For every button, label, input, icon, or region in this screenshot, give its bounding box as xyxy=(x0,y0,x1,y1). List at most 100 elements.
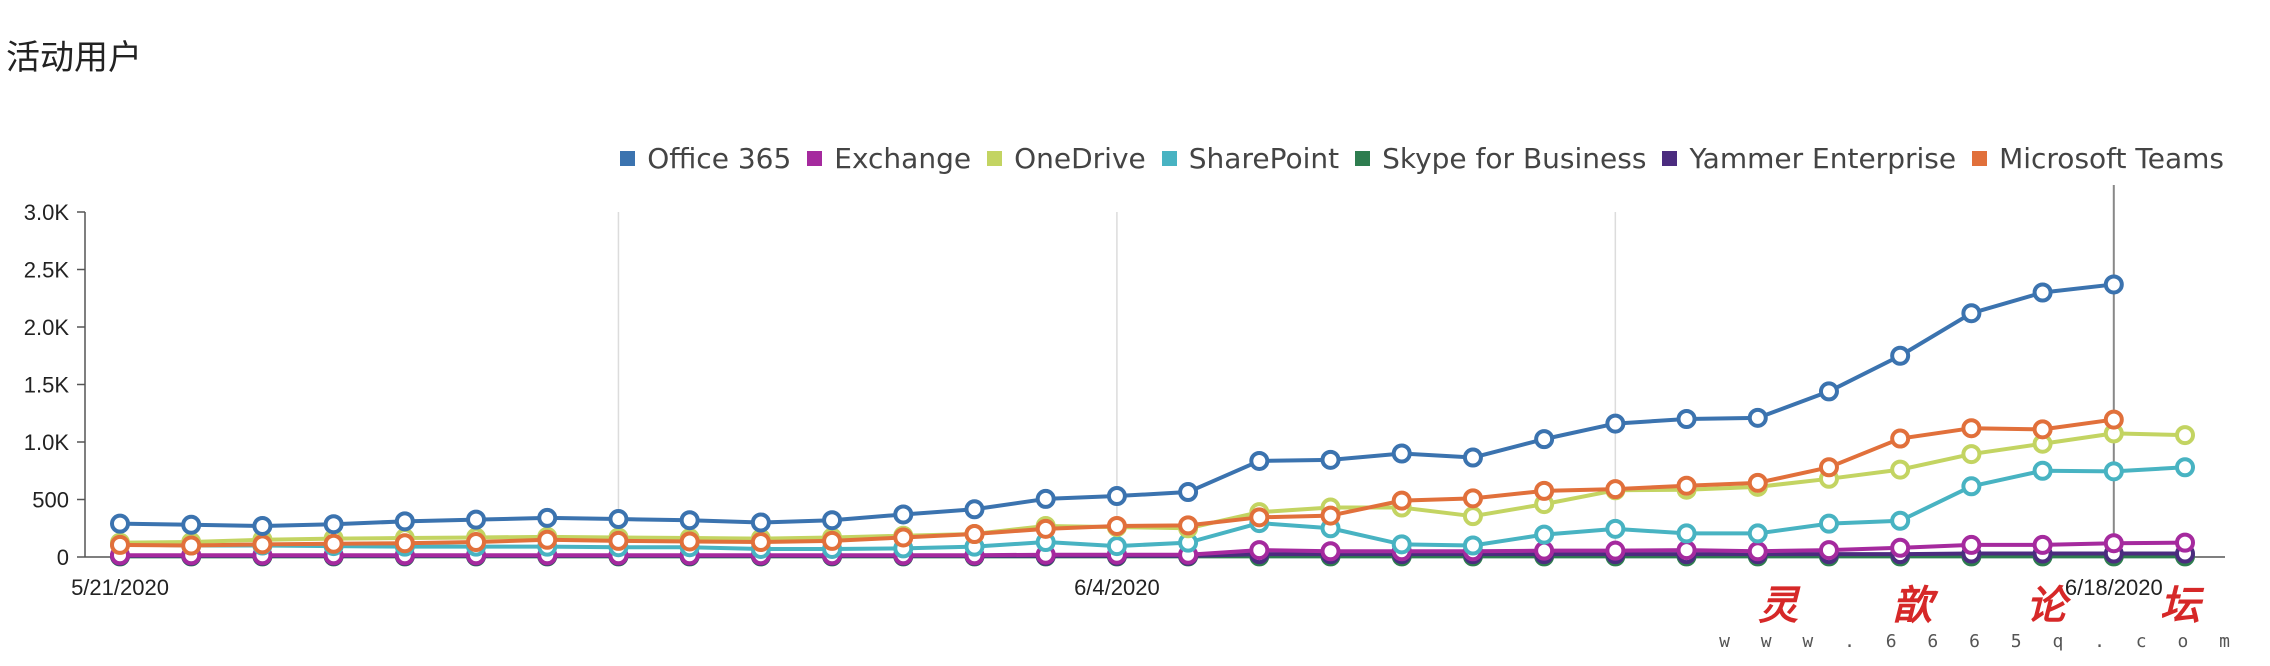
series-line-sharepoint xyxy=(119,465,2186,551)
point-exchange xyxy=(2175,532,2195,553)
point-microsoft-teams xyxy=(750,532,771,553)
point-office-365 xyxy=(1534,429,1555,450)
point-microsoft-teams xyxy=(1534,480,1555,501)
point-exchange xyxy=(2103,533,2124,554)
point-exchange xyxy=(1534,540,1555,561)
point-sharepoint xyxy=(1106,536,1127,557)
point-microsoft-teams xyxy=(893,527,914,548)
y-tick-label: 1.0K xyxy=(24,430,70,455)
point-office-365 xyxy=(466,509,487,530)
point-onedrive xyxy=(2175,425,2195,446)
x-tick-label: 6/4/2020 xyxy=(1074,575,1160,600)
point-office-365 xyxy=(1320,449,1341,470)
point-microsoft-teams xyxy=(822,530,843,551)
point-microsoft-teams xyxy=(1890,428,1911,449)
legend-label: Microsoft Teams xyxy=(1999,142,2224,175)
point-office-365 xyxy=(822,510,843,531)
y-tick-label: 0 xyxy=(57,545,69,570)
watermark-url: w w w . 6 6 6 5 q . c o m xyxy=(1719,631,2240,652)
series-line-exchange xyxy=(120,540,2186,558)
point-office-365 xyxy=(252,515,273,536)
point-office-365 xyxy=(1106,486,1127,507)
point-office-365 xyxy=(1890,345,1911,366)
legend-swatch xyxy=(620,151,636,166)
point-office-365 xyxy=(181,514,202,535)
legend-item-exchange[interactable]: Exchange xyxy=(807,142,971,175)
point-exchange xyxy=(2032,534,2053,555)
point-office-365 xyxy=(394,511,415,532)
point-microsoft-teams xyxy=(537,529,558,550)
point-office-365 xyxy=(679,510,700,531)
point-sharepoint xyxy=(2175,457,2195,478)
point-microsoft-teams xyxy=(679,531,700,552)
point-office-365 xyxy=(608,509,629,530)
legend-item-office-365[interactable]: Office 365 xyxy=(620,142,791,175)
y-tick-label: 2.5K xyxy=(24,258,70,283)
chart-legend: Office 365 Exchange OneDrive SharePoint Skyp… xyxy=(604,142,2224,175)
y-tick-label: 3.0K xyxy=(24,200,70,225)
point-office-365 xyxy=(1178,482,1199,503)
legend-label: Exchange xyxy=(834,142,972,175)
point-microsoft-teams xyxy=(1391,490,1412,511)
point-microsoft-teams xyxy=(110,534,130,555)
point-microsoft-teams xyxy=(2103,409,2124,430)
point-microsoft-teams xyxy=(1035,518,1056,539)
point-sharepoint xyxy=(1391,534,1412,555)
point-exchange xyxy=(1747,541,1768,562)
x-tick-label: 5/21/2020 xyxy=(71,575,169,600)
point-exchange xyxy=(1961,534,1982,555)
legend-swatch xyxy=(1662,151,1678,166)
point-office-365 xyxy=(1462,447,1483,468)
point-microsoft-teams xyxy=(1818,457,1839,478)
point-office-365 xyxy=(1605,413,1626,434)
point-office-365 xyxy=(323,514,344,535)
legend-item-skype-for-business[interactable]: Skype for Business xyxy=(1355,142,1646,175)
legend-item-sharepoint[interactable]: SharePoint xyxy=(1161,142,1340,175)
point-microsoft-teams xyxy=(1249,507,1270,528)
point-office-365 xyxy=(964,499,985,520)
point-office-365 xyxy=(2103,274,2124,295)
point-sharepoint xyxy=(2103,461,2124,482)
legend-label: Yammer Enterprise xyxy=(1689,142,1957,175)
point-exchange xyxy=(1890,537,1911,558)
point-microsoft-teams xyxy=(1106,515,1127,536)
point-office-365 xyxy=(1035,488,1056,509)
point-microsoft-teams xyxy=(323,533,344,554)
point-sharepoint xyxy=(1961,476,1982,497)
legend-swatch xyxy=(807,151,823,166)
point-exchange xyxy=(1818,540,1839,561)
point-sharepoint xyxy=(1534,524,1555,545)
legend-label: Office 365 xyxy=(647,142,792,175)
point-sharepoint xyxy=(1747,523,1768,544)
legend-item-microsoft-teams[interactable]: Microsoft Teams xyxy=(1972,142,2224,175)
point-office-365 xyxy=(1391,443,1412,464)
point-exchange xyxy=(1320,541,1341,562)
point-exchange xyxy=(1676,540,1697,561)
legend-swatch xyxy=(1355,151,1371,166)
legend-item-yammer-enterprise[interactable]: Yammer Enterprise xyxy=(1662,142,1956,175)
point-sharepoint xyxy=(2032,460,2053,481)
point-microsoft-teams xyxy=(1676,475,1697,496)
legend-label: Skype for Business xyxy=(1382,142,1647,175)
legend-label: SharePoint xyxy=(1188,142,1340,175)
legend-label: OneDrive xyxy=(1014,142,1146,175)
point-microsoft-teams xyxy=(1462,488,1483,509)
point-onedrive xyxy=(1462,506,1483,527)
point-microsoft-teams xyxy=(252,534,273,555)
point-microsoft-teams xyxy=(964,524,985,544)
point-microsoft-teams xyxy=(466,532,487,553)
point-office-365 xyxy=(110,513,130,534)
point-office-365 xyxy=(750,512,771,533)
watermark-logo: 灵 歆 论 坛 xyxy=(1758,582,2240,629)
point-office-365 xyxy=(1676,409,1697,429)
legend-item-onedrive[interactable]: OneDrive xyxy=(987,142,1146,175)
legend-swatch xyxy=(1972,151,1988,166)
point-sharepoint xyxy=(1818,513,1839,534)
point-microsoft-teams xyxy=(1320,505,1341,526)
point-sharepoint xyxy=(1605,518,1626,539)
x-tick-label: 6/18/2020 xyxy=(2065,575,2163,600)
point-exchange xyxy=(1605,540,1626,561)
point-microsoft-teams xyxy=(1961,418,1982,439)
point-office-365 xyxy=(537,507,558,528)
